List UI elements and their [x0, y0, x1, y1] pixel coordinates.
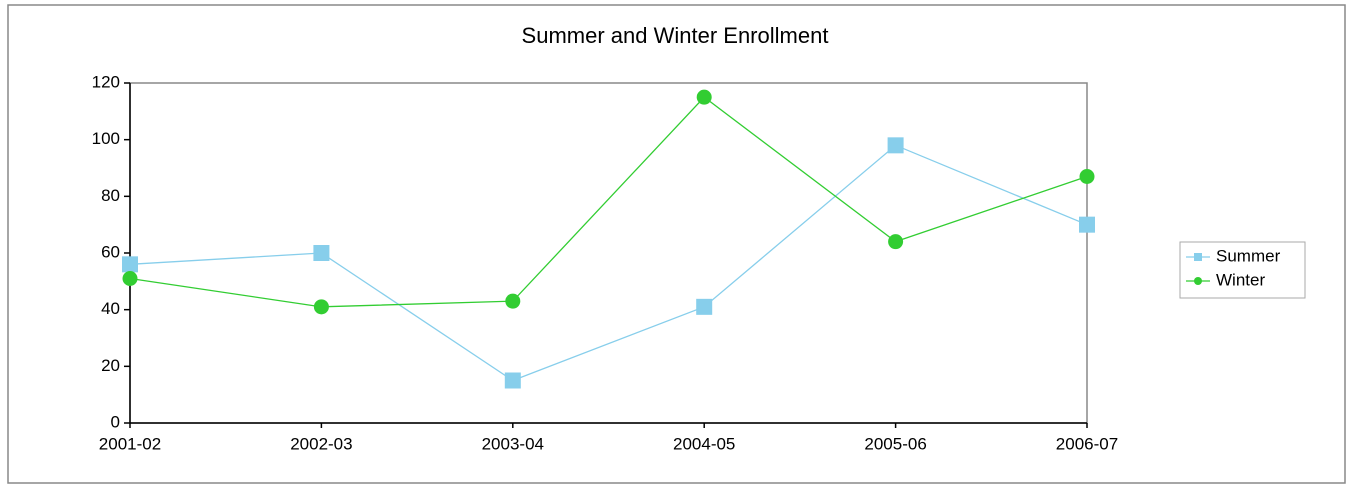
- marker: [887, 137, 904, 154]
- marker: [696, 298, 713, 315]
- y-tick-label: 40: [101, 299, 120, 318]
- marker: [888, 234, 904, 250]
- marker: [504, 372, 521, 389]
- marker: [122, 256, 138, 273]
- legend-label: Summer: [1216, 246, 1281, 265]
- marker: [313, 245, 330, 261]
- x-tick-label: 2003-04: [482, 434, 544, 453]
- legend-box: [1179, 241, 1306, 299]
- legend-marker: [1194, 253, 1202, 261]
- y-tick-label: 60: [101, 242, 120, 261]
- line: [129, 96, 1088, 308]
- x-tick-label: 2005-06: [864, 434, 926, 453]
- legend-marker: [1194, 277, 1202, 285]
- y-tick-label: 100: [92, 129, 120, 148]
- marker: [1079, 216, 1095, 233]
- marker: [1079, 169, 1095, 184]
- chart-frame: [7, 4, 1346, 484]
- x-tick-label: 2001-02: [99, 434, 161, 453]
- y-tick-label: 80: [101, 186, 120, 205]
- marker: [696, 89, 712, 105]
- y-tick-label: 120: [92, 72, 120, 91]
- legend-label: Winter: [1216, 270, 1265, 289]
- chart-title: Summer and Winter Enrollment: [522, 23, 829, 48]
- marker: [122, 271, 138, 286]
- line: [129, 144, 1088, 382]
- marker: [313, 299, 329, 315]
- marker: [505, 293, 521, 309]
- x-tick-label: 2006-07: [1056, 434, 1118, 453]
- y-tick-label: 0: [111, 412, 120, 431]
- x-tick-label: 2004-05: [673, 434, 735, 453]
- y-tick-label: 20: [101, 356, 120, 375]
- x-tick-label: 2002-03: [290, 434, 352, 453]
